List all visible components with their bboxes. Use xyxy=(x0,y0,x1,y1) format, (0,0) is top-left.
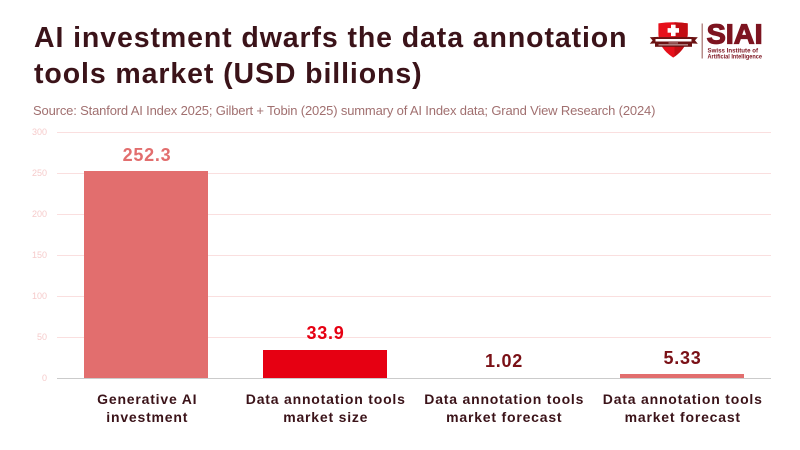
svg-text:Swiss Institute of: Swiss Institute of xyxy=(708,47,759,54)
svg-text:Artificial Intelligence: Artificial Intelligence xyxy=(708,53,763,60)
svg-text:SIAI: SIAI xyxy=(707,18,763,49)
